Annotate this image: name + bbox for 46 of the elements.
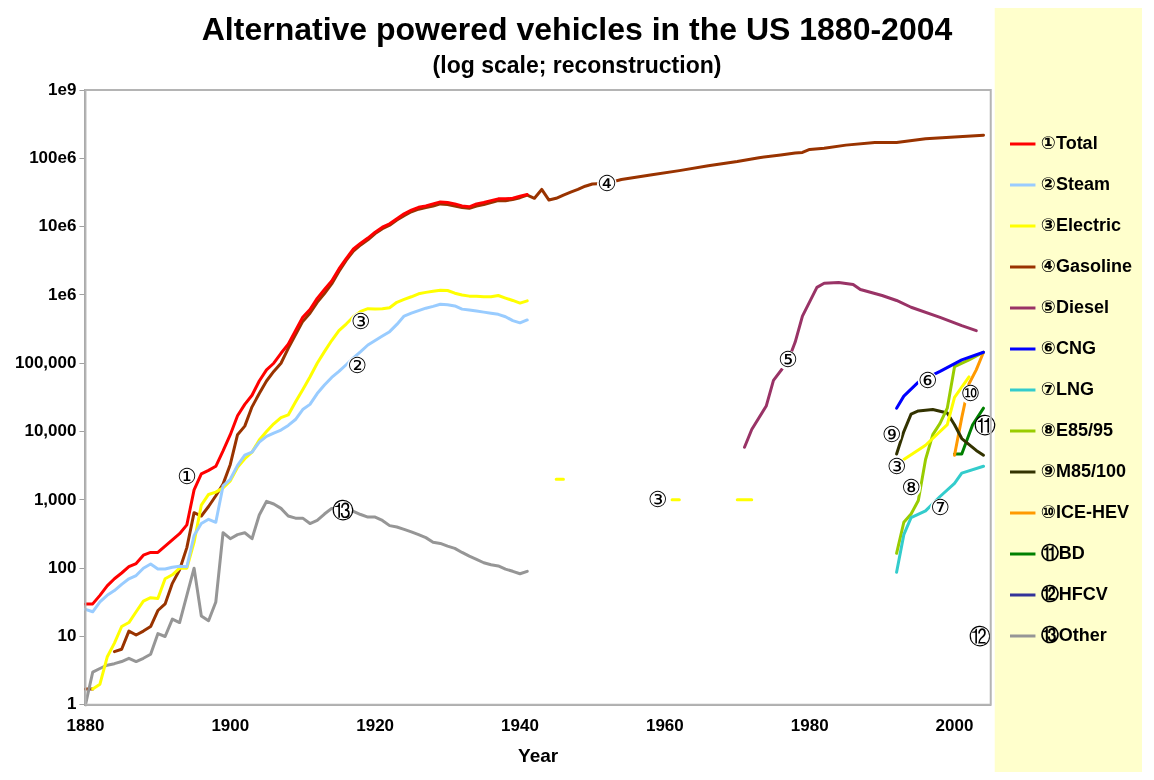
x-tick-label: 1960 xyxy=(645,715,684,735)
x-tick-label: 1900 xyxy=(211,715,250,735)
x-tick-label: 1920 xyxy=(356,715,395,735)
legend-label: ⑦LNG xyxy=(1040,378,1094,399)
annotation: ④ xyxy=(597,171,617,197)
y-tick-label: 10,000 xyxy=(24,421,77,441)
legend-label: ②Steam xyxy=(1040,173,1111,194)
annotation: ⑥ xyxy=(917,368,938,394)
annotation: ② xyxy=(347,353,367,379)
y-tick-label: 100,000 xyxy=(15,352,77,372)
y-tick-label: 100 xyxy=(48,557,77,577)
x-tick-label: 1980 xyxy=(790,715,829,735)
y-tick-label: 1e9 xyxy=(48,79,77,99)
x-axis-title: Year xyxy=(518,744,559,766)
legend-label: ⑪BD xyxy=(1040,542,1085,563)
legend-label: ⑥CNG xyxy=(1040,337,1096,358)
annotation: ① xyxy=(176,463,197,489)
x-tick-label: 2000 xyxy=(935,715,974,735)
y-tick-label: 1e6 xyxy=(48,284,77,304)
legend-label: ⑩ICE-HEV xyxy=(1040,501,1129,522)
annotation: ⑪ xyxy=(973,413,996,439)
y-tick-label: 1,000 xyxy=(33,489,77,509)
annotation: ⑬ xyxy=(331,497,354,523)
annotation: ⑦ xyxy=(930,495,950,521)
y-tick-label: 10 xyxy=(57,626,77,646)
legend-label: ⑤Diesel xyxy=(1040,296,1110,317)
y-tick-label: 100e6 xyxy=(29,148,77,167)
annotation: ③ xyxy=(350,309,371,335)
legend-label: ⑬Other xyxy=(1040,624,1107,645)
legend-label: ③Electric xyxy=(1040,214,1122,235)
annotation: ⑫ xyxy=(968,623,991,649)
chart-title: Alternative powered vehicles in the US 1880-2004 xyxy=(201,11,953,48)
legend-label: ⑨M85/100 xyxy=(1040,460,1127,481)
legend-label: ①Total xyxy=(1040,132,1098,153)
chart-subtitle: (log scale; reconstruction) xyxy=(432,51,722,78)
legend-label: ⑧E85/95 xyxy=(1040,419,1114,440)
y-tick-label: 10e6 xyxy=(38,216,77,236)
annotation: ⑤ xyxy=(778,347,798,373)
legend-label: ④Gasoline xyxy=(1040,255,1132,276)
annotation: ③ xyxy=(647,486,668,512)
legend-label: ⑫HFCV xyxy=(1040,583,1108,604)
annotation: ⑨ xyxy=(881,421,902,447)
annotation: ⑩ xyxy=(960,381,981,407)
x-tick-label: 1880 xyxy=(66,715,105,735)
x-tick-label: 1940 xyxy=(501,715,539,735)
y-tick-label: 1 xyxy=(66,694,77,714)
